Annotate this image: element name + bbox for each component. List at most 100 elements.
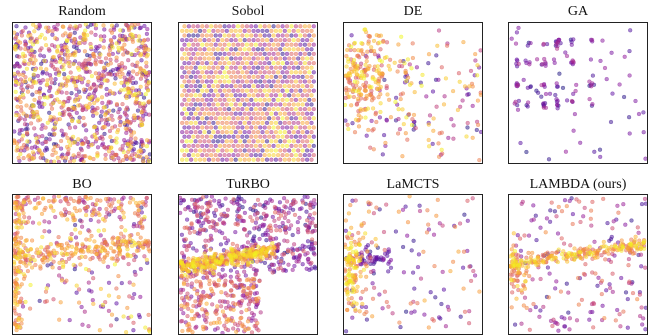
scatter-point — [311, 24, 316, 29]
scatter-point — [255, 244, 261, 249]
scatter-point — [209, 116, 214, 121]
scatter-point — [359, 222, 364, 227]
scatter-point — [116, 110, 121, 115]
scatter-point — [269, 102, 274, 107]
scatter-point — [30, 238, 35, 243]
scatter-point — [59, 82, 64, 87]
scatter-point — [248, 290, 253, 295]
scatter-point — [251, 205, 256, 210]
scatter-point — [382, 247, 387, 253]
scatter-point — [104, 206, 109, 212]
scatter-point — [295, 247, 300, 253]
scatter-point — [103, 152, 108, 157]
scatter-point — [235, 201, 240, 206]
scatter-point — [364, 274, 369, 279]
scatter-point — [255, 211, 260, 216]
scatter-point — [286, 219, 291, 224]
scatter-point — [140, 40, 145, 46]
scatter-point — [65, 245, 70, 250]
scatter-point — [106, 280, 112, 285]
scatter-point — [302, 143, 307, 148]
scatter-point — [31, 109, 36, 115]
scatter-point — [100, 217, 106, 222]
scatter-point — [195, 214, 200, 219]
scatter-point — [610, 226, 615, 231]
scatter-point — [364, 317, 369, 322]
scatter-point — [114, 41, 119, 46]
scatter-point — [292, 212, 298, 217]
scatter-point — [26, 33, 31, 38]
scatter-point — [57, 317, 62, 322]
scatter-point — [552, 209, 557, 214]
scatter-point — [415, 264, 421, 270]
scatter-point — [136, 241, 142, 246]
scatter-point — [76, 287, 82, 292]
scatter-point — [45, 263, 50, 268]
scatter-point — [390, 311, 395, 316]
scatter-point — [245, 319, 251, 324]
scatter-point — [213, 42, 218, 47]
scatter-point — [515, 233, 520, 238]
scatter-point — [231, 197, 236, 202]
scatter-point — [233, 47, 238, 52]
scatter-point — [98, 198, 103, 203]
scatter-point — [73, 75, 78, 81]
scatter-point — [312, 201, 317, 206]
scatter-point — [144, 60, 149, 65]
scatter-point — [79, 76, 84, 82]
scatter-point — [566, 310, 571, 315]
scatter-point — [42, 95, 47, 100]
scatter-point — [230, 318, 235, 324]
scatter-point — [22, 142, 27, 148]
scatter-point — [131, 282, 136, 287]
scatter-point — [41, 260, 46, 265]
scatter-point — [531, 217, 536, 222]
scatter-point — [358, 269, 363, 275]
scatter-plot — [178, 22, 318, 164]
scatter-point — [144, 31, 149, 36]
scatter-point — [267, 267, 273, 272]
scatter-point — [298, 106, 303, 112]
scatter-point — [178, 201, 183, 206]
scatter-point — [643, 327, 648, 332]
scatter-point — [623, 290, 629, 295]
scatter-point — [522, 260, 527, 265]
scatter-point — [14, 225, 19, 230]
scatter-point — [198, 102, 203, 107]
scatter-point — [642, 196, 648, 201]
scatter-point — [123, 239, 129, 244]
scatter-point — [204, 315, 209, 320]
scatter-point — [193, 129, 198, 135]
scatter-point — [309, 230, 315, 235]
scatter-point — [284, 70, 290, 75]
scatter-point — [258, 79, 263, 84]
scatter-point — [109, 209, 114, 214]
scatter-point — [130, 197, 136, 202]
scatter-point — [189, 197, 195, 202]
scatter-point — [288, 223, 294, 228]
scatter-point — [129, 133, 134, 138]
scatter-point — [215, 38, 220, 43]
scatter-point — [238, 56, 243, 61]
scatter-point — [302, 33, 307, 38]
scatter-point — [55, 97, 60, 102]
scatter-point — [102, 27, 107, 32]
scatter-point — [184, 38, 189, 43]
scatter-point — [223, 278, 228, 283]
scatter-point — [639, 202, 645, 207]
scatter-point — [114, 136, 119, 141]
scatter-point — [357, 237, 362, 242]
scatter-point — [253, 220, 258, 225]
scatter-point — [617, 312, 622, 317]
scatter-point — [47, 132, 52, 137]
scatter-point — [191, 274, 196, 279]
scatter-point — [193, 209, 198, 214]
scatter-point — [85, 105, 90, 110]
scatter-point — [255, 65, 261, 70]
scatter-point — [52, 125, 57, 130]
scatter-point — [142, 215, 147, 220]
scatter-point — [74, 242, 79, 247]
panel-title: LAMBDA (ours) — [529, 177, 627, 192]
scatter-point — [65, 49, 70, 54]
scatter-point — [186, 33, 191, 38]
